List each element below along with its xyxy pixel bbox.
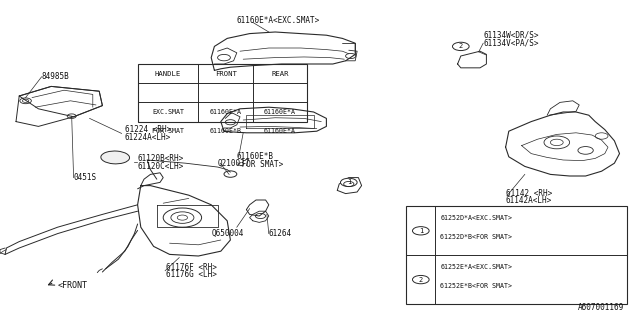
Ellipse shape [101,151,129,164]
Text: <FOR SMAT>: <FOR SMAT> [237,160,283,169]
Text: 61176F <RH>: 61176F <RH> [166,263,217,272]
Text: 61252D*B<FOR SMAT>: 61252D*B<FOR SMAT> [440,234,513,240]
Text: 61252D*A<EXC.SMAT>: 61252D*A<EXC.SMAT> [440,215,513,221]
Text: <FRONT: <FRONT [58,281,88,290]
Text: 61142 <RH>: 61142 <RH> [506,189,552,198]
Text: A607001169: A607001169 [578,303,624,312]
Text: 61120C<LH>: 61120C<LH> [138,162,184,171]
Text: 61160E*B: 61160E*B [237,152,274,161]
Circle shape [452,42,469,51]
Text: 61224 <RH>: 61224 <RH> [125,125,171,134]
Text: 61160E*A: 61160E*A [264,109,296,115]
Text: 61264: 61264 [269,229,292,238]
Text: 0451S: 0451S [74,173,97,182]
Text: FOR SMAT: FOR SMAT [152,128,184,134]
Circle shape [340,178,357,187]
Text: 2: 2 [459,44,463,49]
Text: 61120B<RH>: 61120B<RH> [138,154,184,163]
Text: 61224A<LH>: 61224A<LH> [125,133,171,142]
Text: FRONT: FRONT [214,71,237,76]
Text: EXC.SMAT: EXC.SMAT [152,109,184,115]
Text: 61160E*A: 61160E*A [264,128,296,134]
Text: 2: 2 [419,276,423,283]
Text: 61160E*A: 61160E*A [210,109,242,115]
Text: 61160E*A<EXC.SMAT>: 61160E*A<EXC.SMAT> [237,16,320,25]
Text: 61252E*B<FOR SMAT>: 61252E*B<FOR SMAT> [440,283,513,289]
Text: 61134W<DR/S>: 61134W<DR/S> [483,31,539,40]
Text: 84985B: 84985B [42,72,69,81]
Text: HANDLE: HANDLE [155,71,181,76]
Text: 1: 1 [347,180,351,185]
Text: 61134V<PA/S>: 61134V<PA/S> [483,39,539,48]
Text: Q210037: Q210037 [218,159,250,168]
Text: 61160E*B: 61160E*B [210,128,242,134]
Text: 61142A<LH>: 61142A<LH> [506,196,552,205]
Text: REAR: REAR [271,71,289,76]
Text: Q650004: Q650004 [211,229,244,238]
Text: 1: 1 [419,228,423,234]
Text: 61176G <LH>: 61176G <LH> [166,270,217,279]
Text: 61252E*A<EXC.SMAT>: 61252E*A<EXC.SMAT> [440,264,513,270]
